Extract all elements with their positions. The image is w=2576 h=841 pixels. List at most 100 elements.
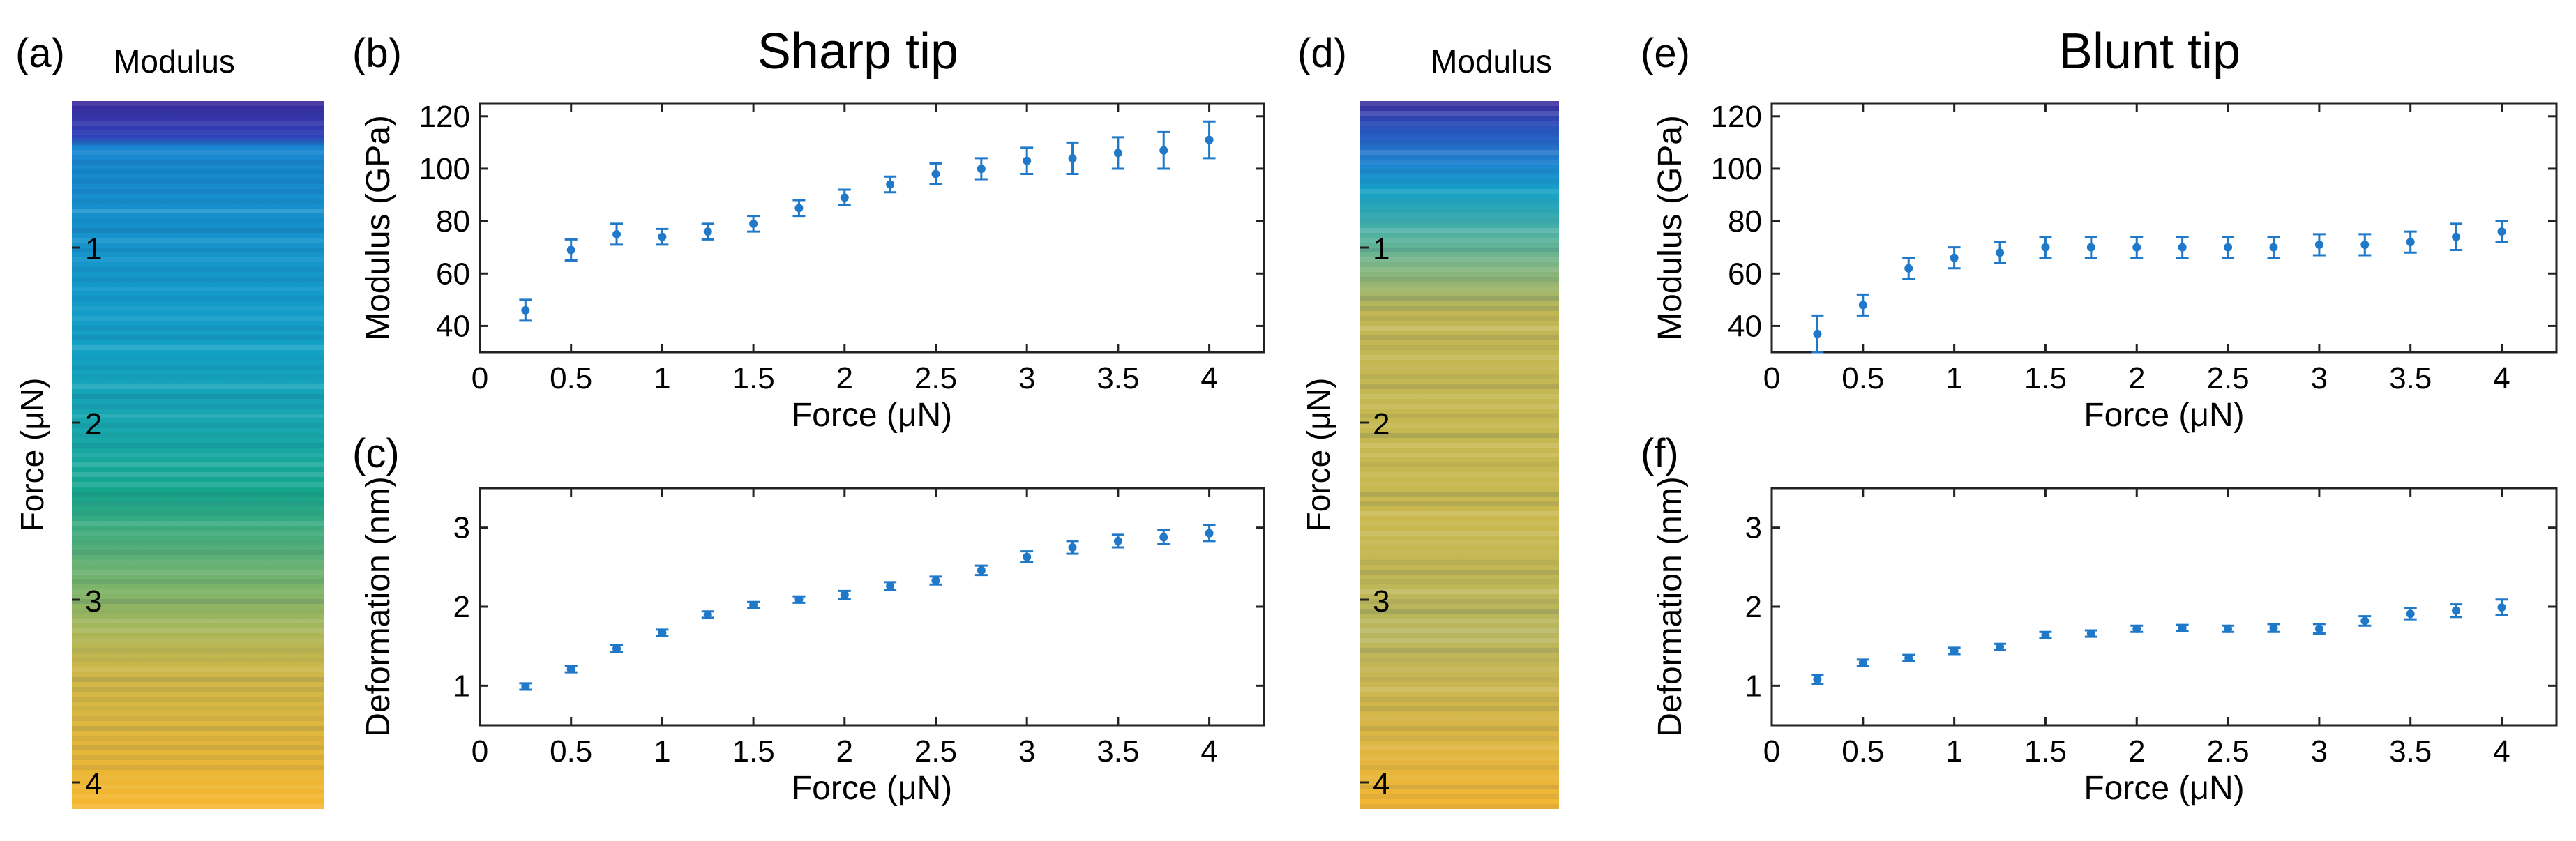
- y-tick-label-e: 60: [1728, 257, 1762, 291]
- map-stripe: [72, 296, 324, 301]
- map-stripe: [72, 794, 324, 799]
- x-tick-label-c: 1: [654, 734, 670, 768]
- map-stripe: [72, 267, 324, 272]
- map-ticks-d: 1 2 3 4: [1360, 232, 1389, 801]
- x-tick-label-f: 3.5: [2389, 734, 2432, 768]
- map-stripe: [72, 667, 324, 672]
- data-point-e: [2314, 240, 2323, 249]
- data-point-b: [1159, 146, 1168, 155]
- data-point-e: [2360, 240, 2370, 249]
- y-tick-label-c: 3: [453, 511, 470, 545]
- map-stripe: [1360, 511, 1559, 516]
- data-point-b: [612, 229, 622, 238]
- map-title-d: Modulus: [1431, 43, 1552, 79]
- axes-frame-b: [479, 102, 1265, 354]
- map-stripe: [72, 462, 324, 467]
- map-stripe: [72, 189, 324, 194]
- map-stripe: [1360, 785, 1559, 789]
- data-point-c: [1023, 552, 1032, 561]
- axes-frame-f: [1770, 487, 2558, 727]
- map-stripe: [1360, 433, 1559, 438]
- panel-label-f: (f): [1641, 431, 1679, 476]
- map-stripe: [1360, 443, 1559, 448]
- map-stripe: [1360, 296, 1559, 301]
- map-stripe: [1360, 179, 1559, 184]
- map-stripe: [72, 384, 324, 389]
- map-stripe: [1360, 345, 1559, 350]
- x-tick-label-c: 2.5: [914, 734, 957, 768]
- data-point-b: [749, 219, 758, 228]
- map-stripe: [72, 706, 324, 711]
- panel-label-d: (d): [1297, 31, 1347, 76]
- map-stripe: [72, 248, 324, 252]
- data-point-c: [749, 600, 758, 609]
- y-tick-label-b: 100: [419, 152, 470, 186]
- x-tick-label-b: 1: [654, 361, 670, 395]
- data-point-f: [1904, 653, 1913, 662]
- map-stripe: [72, 335, 324, 340]
- map-stripe: [72, 423, 324, 428]
- x-tick-label-f: 1: [1945, 734, 1962, 768]
- map-ticks-a: 1 2 3 4: [72, 232, 102, 801]
- x-tick-label-e: 0: [1763, 361, 1780, 395]
- map-stripe: [72, 570, 324, 575]
- map-stripe: [1360, 667, 1559, 672]
- map-stripe: [1360, 257, 1559, 262]
- x-axis-label-e: Force (μN): [2084, 397, 2244, 434]
- data-point-c: [840, 591, 849, 599]
- data-point-f: [2452, 606, 2461, 615]
- data-point-e: [1950, 253, 1959, 262]
- data-point-c: [521, 682, 530, 691]
- x-tick-label-e: 3.5: [2389, 361, 2432, 395]
- x-tick-label-e: 4: [2493, 361, 2510, 395]
- map-stripe: [1360, 550, 1559, 555]
- panel-b-plot: 0 0.5 1 1.5 2 2.5 3 3.5 4 40 60 80 100 120 Force (μN) M…: [360, 100, 1265, 434]
- map-tick-2-a: 2: [85, 407, 102, 441]
- data-point-f: [2041, 630, 2050, 639]
- x-tick-label-c: 2: [836, 734, 853, 768]
- map-stripe: [1360, 755, 1559, 760]
- map-stripes-d: [1360, 101, 1559, 809]
- data-point-e: [2224, 243, 2233, 252]
- map-stripe: [1360, 238, 1559, 243]
- x-tick-label-b: 4: [1200, 361, 1217, 395]
- map-stripe: [72, 365, 324, 370]
- y-tick-label-e: 100: [1711, 152, 1762, 186]
- data-point-b: [931, 169, 940, 179]
- y-tick-label-c: 2: [453, 590, 470, 624]
- map-stripe: [72, 111, 324, 116]
- data-point-e: [2178, 243, 2187, 252]
- panel-label-c: (c): [352, 431, 400, 476]
- map-tick-1-a: 1: [85, 232, 102, 266]
- y-axis-label-e: Modulus (GPa): [1652, 115, 1689, 340]
- map-stripe: [1360, 384, 1559, 389]
- map-stripe: [1360, 736, 1559, 741]
- map-stripe: [1360, 648, 1559, 653]
- modulus-map-a: [72, 101, 324, 809]
- y-tick-label-e: 120: [1711, 100, 1762, 134]
- panel-f-plot: 0 0.5 1 1.5 2 2.5 3 3.5 4 1 2 3 Force (μN) Deformatio…: [1652, 476, 2558, 807]
- map-stripe: [72, 716, 324, 721]
- y-axis-label-f: Deformation (nm): [1652, 476, 1689, 736]
- data-point-c: [977, 566, 986, 575]
- data-point-f: [2497, 603, 2506, 612]
- x-tick-label-f: 2.5: [2206, 734, 2249, 768]
- map-stripe: [1360, 423, 1559, 428]
- data-point-e: [2406, 238, 2415, 247]
- map-stripe: [1360, 726, 1559, 731]
- x-tick-label-f: 3: [2311, 734, 2328, 768]
- map-stripe: [72, 121, 324, 126]
- map-stripe: [72, 277, 324, 282]
- map-stripe: [1360, 794, 1559, 799]
- data-point-f: [1950, 646, 1959, 656]
- map-stripe: [1360, 287, 1559, 291]
- map-tick-4-a: 4: [85, 767, 102, 801]
- x-tick-label-c: 4: [1200, 734, 1217, 768]
- map-stripe: [1360, 609, 1559, 614]
- data-point-c: [612, 644, 622, 653]
- data-point-f: [2178, 623, 2187, 632]
- x-tick-label-c: 0: [472, 734, 488, 768]
- map-tick-2-d: 2: [1373, 407, 1389, 441]
- map-stripe: [1360, 150, 1559, 155]
- map-axis-label-d: Force (μN): [1300, 378, 1336, 532]
